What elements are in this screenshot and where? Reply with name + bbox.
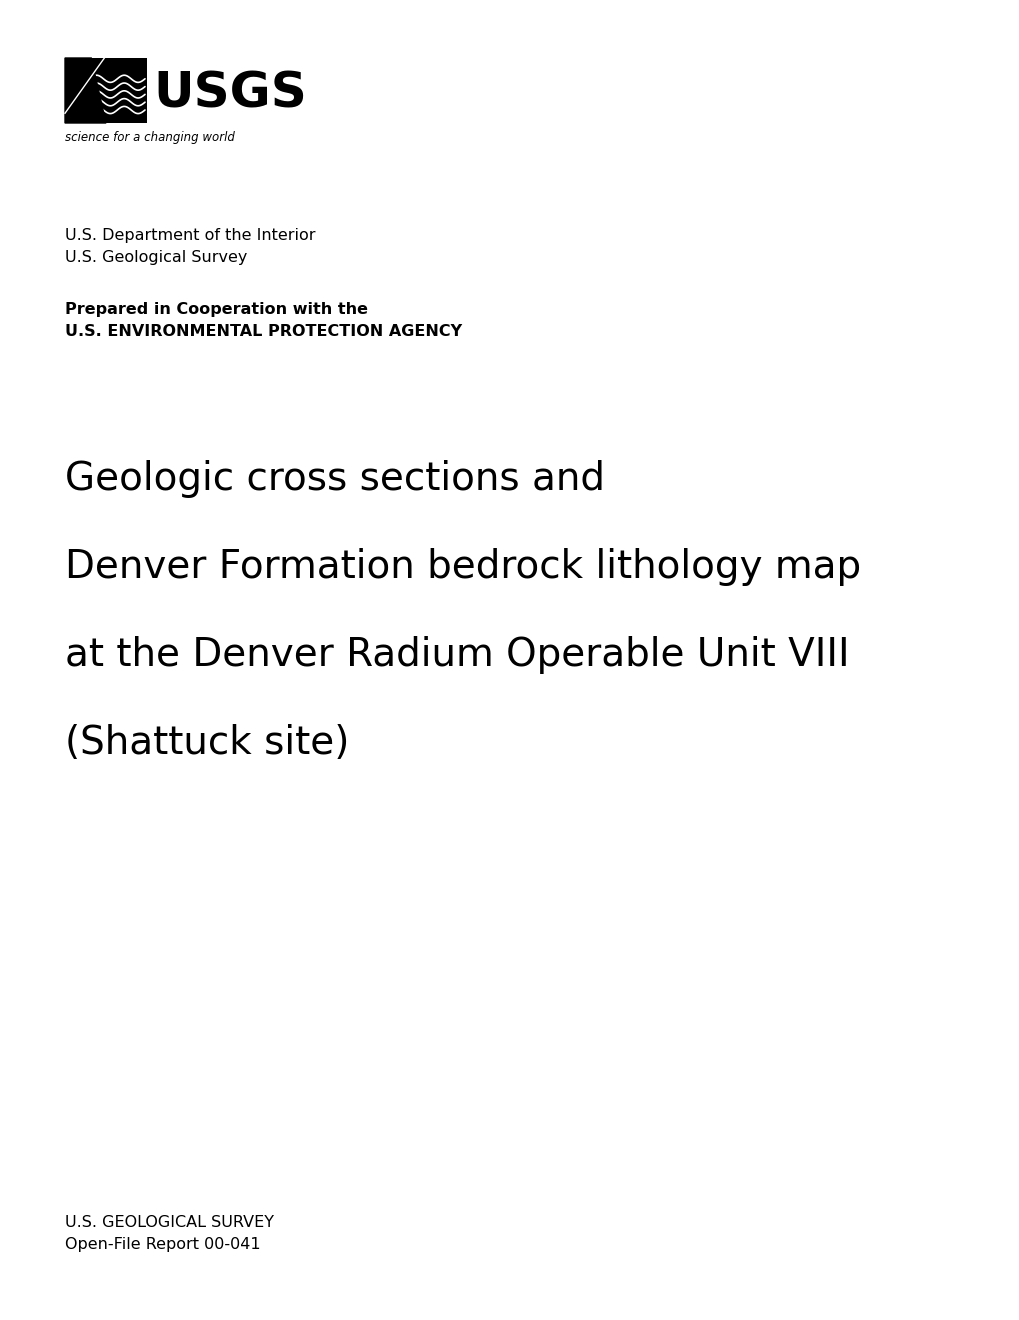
Text: U.S. Department of the Interior: U.S. Department of the Interior <box>65 228 315 243</box>
Text: USGS: USGS <box>153 70 307 117</box>
Text: Open-File Report 00-041: Open-File Report 00-041 <box>65 1237 261 1251</box>
Bar <box>65 58 147 123</box>
Text: U.S. ENVIRONMENTAL PROTECTION AGENCY: U.S. ENVIRONMENTAL PROTECTION AGENCY <box>65 323 462 339</box>
Text: Prepared in Cooperation with the: Prepared in Cooperation with the <box>65 302 368 317</box>
Text: science for a changing world: science for a changing world <box>65 131 234 144</box>
Text: Denver Formation bedrock lithology map: Denver Formation bedrock lithology map <box>65 548 860 586</box>
Text: U.S. Geological Survey: U.S. Geological Survey <box>65 249 248 265</box>
Text: (Shattuck site): (Shattuck site) <box>65 723 350 762</box>
Polygon shape <box>65 58 106 123</box>
Text: U.S. GEOLOGICAL SURVEY: U.S. GEOLOGICAL SURVEY <box>65 1214 274 1230</box>
Text: at the Denver Radium Operable Unit VIII: at the Denver Radium Operable Unit VIII <box>65 636 849 675</box>
Text: Geologic cross sections and: Geologic cross sections and <box>65 459 604 498</box>
